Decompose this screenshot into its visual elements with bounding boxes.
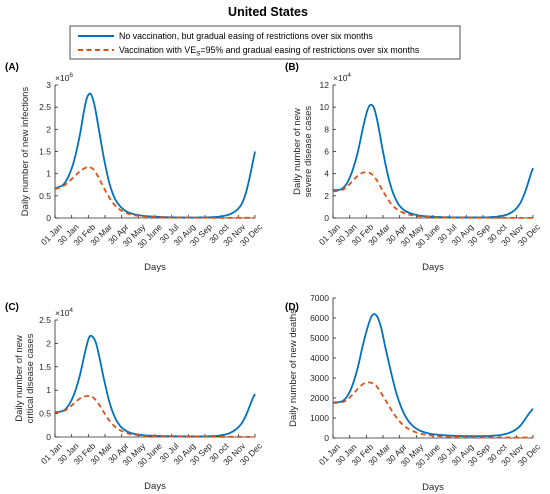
- y-tick-label: 5000: [310, 333, 329, 343]
- y-axis-label: Daily number of new infections: [20, 87, 31, 217]
- x-axis-label: Days: [422, 482, 444, 493]
- y-axis-label: Daily number of new: [14, 335, 25, 422]
- y-tick-label: 0: [46, 432, 51, 442]
- y-tick-label: 7000: [310, 293, 329, 303]
- y-tick-label: 4000: [310, 353, 329, 363]
- legend-label-no-vaccination: No vaccination, but gradual easing of re…: [119, 31, 373, 41]
- y-tick-label: 0: [324, 433, 329, 443]
- y-tick-label: 2: [46, 338, 51, 348]
- series-line-no-vaccination: [332, 103, 534, 219]
- series-line-vaccination: [332, 171, 534, 219]
- panel-label: (D): [285, 302, 299, 313]
- legend-box: [69, 25, 461, 60]
- series-line-no-vaccination: [332, 313, 534, 438]
- y-tick-label: 3000: [310, 373, 329, 383]
- y-tick-label: 6: [324, 147, 329, 157]
- y-tick-label: 2.5: [39, 315, 51, 325]
- y-axis-multiplier: ×104: [333, 72, 351, 83]
- panel-label: (A): [5, 62, 19, 73]
- y-axis-multiplier: ×104: [55, 307, 73, 318]
- y-tick-label: 0: [46, 213, 51, 223]
- y-tick-label: 1.5: [39, 362, 51, 372]
- x-axis-label: Days: [144, 481, 166, 492]
- series-line-no-vaccination: [54, 92, 256, 219]
- y-axis-label: Daily number of new: [292, 108, 303, 195]
- series-line-no-vaccination: [54, 334, 256, 438]
- y-tick-label: 8: [324, 124, 329, 134]
- panel-label: (B): [285, 62, 299, 73]
- legend-label-vaccination-subscript: S: [196, 51, 201, 58]
- y-tick-label: 6000: [310, 313, 329, 323]
- y-tick-label: 10: [320, 102, 330, 112]
- legend-label-vaccination: Vaccination with VES=95% and gradual eas…: [119, 45, 420, 58]
- y-tick-label: 1: [46, 385, 51, 395]
- series-line-vaccination: [54, 395, 256, 438]
- panel-label: (C): [5, 302, 19, 313]
- y-tick-label: 1.5: [39, 147, 51, 157]
- y-tick-label: 2.5: [39, 102, 51, 112]
- legend-label-vaccination-suffix: =95% and gradual easing of restrictions …: [200, 45, 419, 55]
- x-axis-label: Days: [422, 262, 444, 273]
- series-line-vaccination: [54, 166, 256, 219]
- y-axis-label: severe disease cases: [303, 106, 314, 198]
- y-tick-label: 4: [324, 169, 329, 179]
- y-axis-label: Daily number of new deaths: [288, 309, 299, 427]
- y-tick-label: 2: [46, 124, 51, 134]
- y-tick-label: 2000: [310, 393, 329, 403]
- y-tick-label: 0: [324, 213, 329, 223]
- legend: No vaccination, but gradual easing of re…: [69, 25, 461, 60]
- series-line-vaccination: [332, 381, 534, 439]
- y-tick-label: 1000: [310, 413, 329, 423]
- figure-title: United States: [228, 5, 308, 19]
- y-axis-label: critical disease cases: [25, 333, 36, 423]
- y-tick-label: 12: [320, 80, 330, 90]
- y-tick-label: 0.5: [39, 409, 51, 419]
- y-tick-label: 3: [46, 80, 51, 90]
- y-tick-label: 2: [324, 191, 329, 201]
- y-tick-label: 0.5: [39, 191, 51, 201]
- y-tick-label: 1: [46, 169, 51, 179]
- y-axis-multiplier: ×106: [55, 72, 73, 83]
- legend-label-vaccination-prefix: Vaccination with VE: [119, 45, 196, 55]
- x-axis-label: Days: [144, 262, 166, 273]
